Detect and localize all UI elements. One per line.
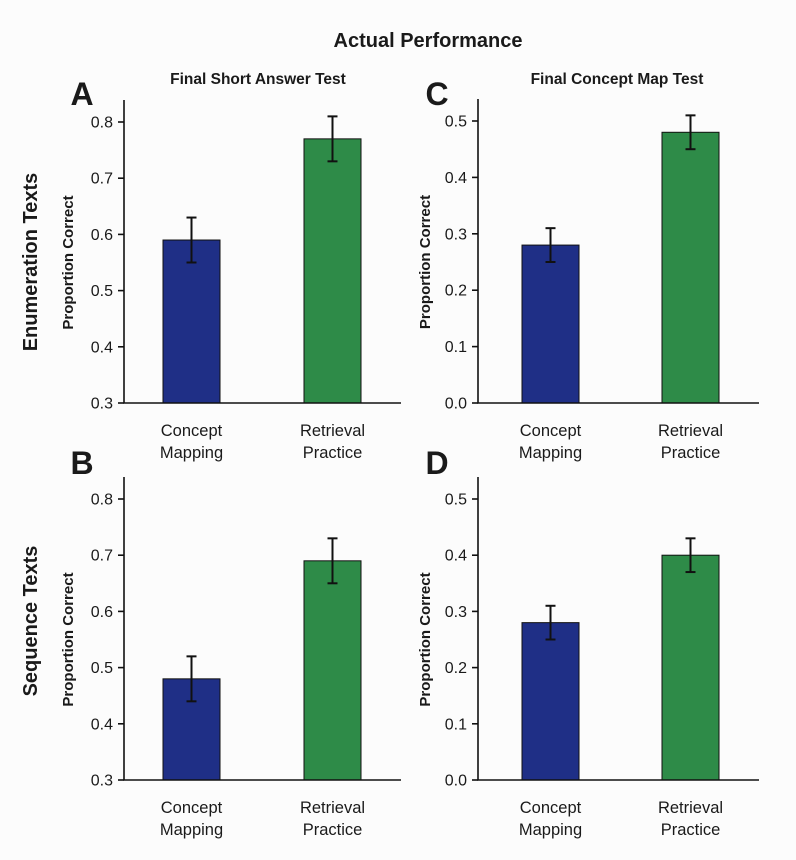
y-tick-label-d: 0.4 xyxy=(445,548,467,565)
row-label-sequence: Sequence Texts xyxy=(20,546,42,697)
x-tick-label-a-concept-mapping: Concept Mapping xyxy=(160,422,223,462)
y-tick-label-b: 0.7 xyxy=(91,548,113,565)
bar-c-concept-mapping xyxy=(521,244,580,404)
figure-title: Actual Performance xyxy=(334,30,523,52)
error-bar-b-concept-mapping xyxy=(186,655,197,703)
y-tick-label-d: 0.3 xyxy=(445,604,467,621)
y-tick-label-d: 0.0 xyxy=(445,773,467,790)
y-tick-label-a: 0.5 xyxy=(91,283,113,300)
y-axis-label-c: Proportion Correct xyxy=(417,195,434,329)
y-tick-label-a: 0.7 xyxy=(91,171,113,188)
panel-letter-d: D xyxy=(425,445,448,481)
bar-c-retrieval-practice xyxy=(661,131,720,404)
panel-c: C Proportion Correct Concept Mapping Retriev… xyxy=(417,76,759,462)
y-tick-label-c: 0.4 xyxy=(445,170,467,187)
column-title-concept-map: Final Concept Map Test xyxy=(531,71,704,88)
y-tick-label-d: 0.1 xyxy=(445,716,467,733)
y-tick-label-c: 0.5 xyxy=(445,114,467,131)
y-tick-label-b: 0.5 xyxy=(91,660,113,677)
panel-letter-a: A xyxy=(70,76,93,112)
error-bar-c-retrieval-practice xyxy=(685,114,696,151)
column-title-short-answer: Final Short Answer Test xyxy=(170,71,346,88)
y-tick-label-c: 0.1 xyxy=(445,339,467,356)
y-tick-label-d: 0.2 xyxy=(445,660,467,677)
error-bar-d-concept-mapping xyxy=(545,604,556,641)
y-tick-label-b: 0.8 xyxy=(91,492,113,509)
panel-letter-c: C xyxy=(425,76,448,112)
x-tick-label-d-concept-mapping: Concept Mapping xyxy=(519,799,582,839)
x-tick-label-c-concept-mapping: Concept Mapping xyxy=(519,422,582,462)
x-tick-label-c-retrieval-practice: Retrieval Practice xyxy=(658,422,723,462)
bar-d-retrieval-practice xyxy=(661,554,720,781)
y-tick-label-a: 0.3 xyxy=(91,396,113,413)
panel-b: B Proportion Correct Concept Mapping Retriev… xyxy=(60,445,401,839)
bar-b-retrieval-practice xyxy=(303,560,362,781)
error-bar-b-retrieval-practice xyxy=(327,537,338,585)
y-axis-label-d: Proportion Correct xyxy=(417,572,434,706)
y-tick-label-b: 0.4 xyxy=(91,716,113,733)
y-tick-label-c: 0.0 xyxy=(445,396,467,413)
panel-a: A Proportion Correct Concept Mapping Retriev… xyxy=(60,76,401,462)
x-tick-label-b-retrieval-practice: Retrieval Practice xyxy=(300,799,365,839)
panel-letter-b: B xyxy=(70,445,93,481)
row-label-enumeration: Enumeration Texts xyxy=(20,173,42,352)
x-tick-label-a-retrieval-practice: Retrieval Practice xyxy=(300,422,365,462)
error-bar-a-retrieval-practice xyxy=(327,115,338,163)
bar-a-retrieval-practice xyxy=(303,138,362,404)
x-tick-label-d-retrieval-practice: Retrieval Practice xyxy=(658,799,723,839)
y-tick-label-a: 0.8 xyxy=(91,115,113,132)
y-tick-label-b: 0.3 xyxy=(91,773,113,790)
y-axis-label-a: Proportion Correct xyxy=(60,195,77,329)
y-tick-label-a: 0.6 xyxy=(91,227,113,244)
panel-d: D Proportion Correct Concept Mapping Retriev… xyxy=(417,445,759,839)
y-tick-label-c: 0.2 xyxy=(445,283,467,300)
x-tick-label-b-concept-mapping: Concept Mapping xyxy=(160,799,223,839)
y-tick-label-b: 0.6 xyxy=(91,604,113,621)
error-bar-a-concept-mapping xyxy=(186,216,197,264)
y-tick-label-d: 0.5 xyxy=(445,492,467,509)
y-axis-label-b: Proportion Correct xyxy=(60,572,77,706)
bar-d-concept-mapping xyxy=(521,622,580,781)
error-bar-c-concept-mapping xyxy=(545,227,556,263)
y-tick-label-a: 0.4 xyxy=(91,339,113,356)
bar-a-concept-mapping xyxy=(162,239,221,404)
y-tick-label-c: 0.3 xyxy=(445,226,467,243)
error-bar-d-retrieval-practice xyxy=(685,537,696,574)
